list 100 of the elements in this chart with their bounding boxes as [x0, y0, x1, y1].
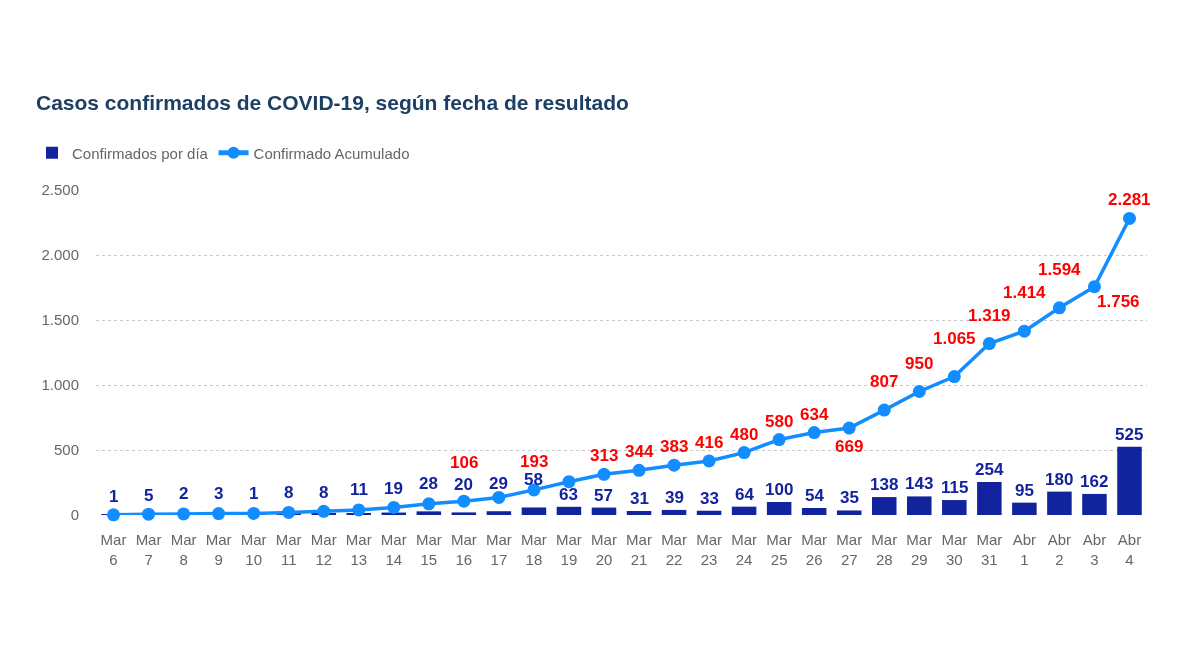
- bar: [486, 511, 512, 515]
- x-tick-label: Mar 8: [170, 531, 197, 568]
- x-tick-label: Abr 4: [1117, 531, 1142, 568]
- x-tick-label: Mar 19: [556, 531, 582, 568]
- y-tick-label: 500: [53, 441, 79, 459]
- y-tick-label: 2.000: [41, 246, 79, 264]
- bar: [591, 507, 617, 515]
- bar: [1117, 446, 1142, 515]
- data-label: 8: [319, 483, 329, 502]
- data-label: 64: [735, 485, 755, 504]
- data-label: 28: [419, 474, 438, 493]
- x-tick-label: Abr 2: [1047, 531, 1072, 568]
- data-label: 1.594: [1038, 260, 1082, 279]
- bar: [521, 507, 547, 515]
- x-tick-label: Mar 9: [205, 531, 232, 568]
- data-label: 807: [870, 372, 899, 391]
- data-label: 950: [905, 354, 934, 373]
- x-tick-label: Mar 21: [626, 531, 652, 568]
- bar: [626, 510, 652, 515]
- x-tick-label: Mar 16: [450, 531, 477, 568]
- point: [142, 507, 156, 521]
- point: [702, 454, 716, 468]
- x-tick-label: Mar 25: [766, 531, 793, 568]
- bar: [661, 509, 687, 515]
- data-label: 20: [454, 475, 473, 494]
- point: [1017, 324, 1031, 338]
- data-label: 1.756: [1097, 292, 1140, 311]
- point: [247, 506, 261, 520]
- data-label: 63: [559, 485, 578, 504]
- data-label: 1.065: [933, 329, 976, 348]
- point: [177, 507, 191, 521]
- data-label: 5: [144, 486, 154, 505]
- point: [317, 504, 331, 518]
- point: [597, 467, 611, 481]
- point: [947, 370, 961, 384]
- x-tick-label: Mar 13: [345, 531, 372, 568]
- point: [492, 490, 506, 504]
- y-tick-label: 1.000: [41, 376, 79, 394]
- data-label: 35: [840, 488, 859, 507]
- bar: [942, 500, 967, 515]
- bar: [1082, 493, 1107, 515]
- bar: [731, 506, 757, 515]
- x-tick-label: Mar 17: [485, 531, 512, 568]
- point: [107, 508, 121, 522]
- legend-label: Confirmado Acumulado: [253, 144, 410, 162]
- data-label: 1.319: [968, 306, 1011, 325]
- data-label: 54: [805, 486, 825, 505]
- x-tick-label: Mar 10: [240, 531, 267, 568]
- data-label: 115: [941, 478, 969, 497]
- data-label: 8: [284, 483, 294, 502]
- x-tick-label: Mar 12: [310, 531, 337, 568]
- x-tick-label: Mar 27: [836, 531, 863, 568]
- data-label: 1.414: [1003, 283, 1047, 302]
- point: [282, 505, 296, 519]
- point: [667, 458, 681, 472]
- point: [982, 337, 996, 351]
- data-label: 33: [700, 489, 719, 508]
- x-tick-label: Mar 20: [591, 531, 617, 568]
- data-label: 344: [625, 442, 654, 461]
- bar: [871, 497, 897, 515]
- bar: [416, 511, 442, 515]
- data-label: 313: [590, 446, 619, 465]
- point: [632, 463, 646, 477]
- bar: [766, 502, 792, 515]
- data-label: 480: [730, 425, 759, 444]
- data-label: 416: [695, 433, 724, 452]
- point: [877, 403, 891, 417]
- point: [387, 500, 401, 514]
- data-label: 58: [524, 470, 543, 489]
- x-tick-label: Mar 26: [801, 531, 828, 568]
- x-tick-label: Mar 15: [415, 531, 442, 568]
- bar: [801, 507, 827, 515]
- y-tick-label: 2.500: [41, 181, 79, 199]
- data-label: 1: [109, 487, 119, 506]
- point: [842, 421, 856, 435]
- point: [1122, 211, 1136, 225]
- x-tick-label: Abr 1: [1012, 531, 1037, 568]
- x-tick-label: Mar 14: [380, 531, 407, 568]
- point: [912, 385, 926, 398]
- bar: [556, 506, 582, 515]
- data-label: 100: [765, 480, 794, 499]
- x-tick-label: Mar 11: [275, 531, 302, 568]
- data-label: 95: [1015, 481, 1034, 500]
- data-label: 3: [214, 484, 224, 503]
- data-label: 19: [384, 479, 403, 498]
- point: [457, 494, 471, 508]
- bar: [451, 512, 477, 515]
- data-label: 11: [350, 480, 368, 499]
- point: [807, 426, 821, 440]
- bar: [1047, 491, 1072, 515]
- x-tick-label: Mar 31: [976, 531, 1003, 568]
- data-label: 2.281: [1108, 190, 1151, 209]
- point: [562, 475, 576, 489]
- data-label: 525: [1115, 425, 1144, 444]
- bar: [696, 510, 722, 515]
- point: [1087, 280, 1101, 294]
- y-tick-label: 0: [70, 506, 79, 524]
- x-tick-label: Mar 23: [696, 531, 722, 568]
- x-tick-label: Mar 6: [100, 531, 127, 568]
- x-tick-label: Abr 3: [1082, 531, 1107, 568]
